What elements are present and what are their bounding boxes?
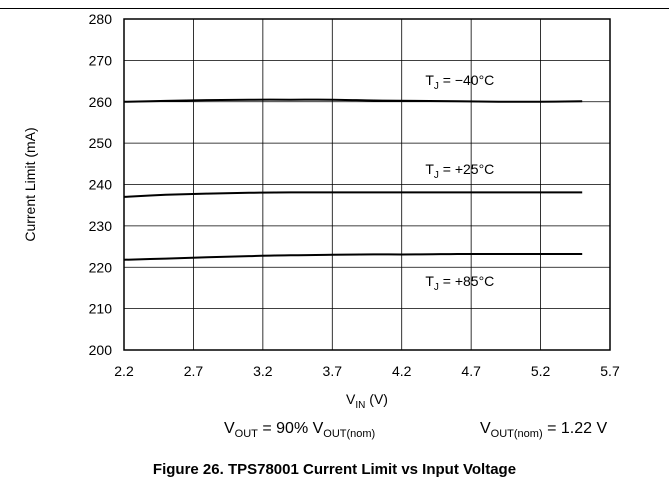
y-tick-label: 240	[89, 177, 113, 193]
x-tick-label: 3.2	[253, 363, 273, 379]
grid	[123, 18, 611, 351]
curve-labels: TJ = −40°C TJ = +25°C TJ = +85°C	[425, 72, 494, 293]
x-tick-labels: 2.2 2.7 3.2 3.7 4.2 4.7 5.2 5.7	[114, 363, 620, 379]
y-tick-label: 200	[89, 342, 113, 358]
x-tick-label: 5.2	[531, 363, 551, 379]
series-line	[123, 98, 583, 103]
y-tick-label: 220	[89, 259, 113, 275]
x-tick-label: 5.7	[600, 363, 620, 379]
x-tick-label: 4.2	[392, 363, 412, 379]
series-line	[123, 191, 583, 198]
current-limit-chart: 2.2 2.7 3.2 3.7 4.2 4.7 5.2 5.7 200 210 220 230 240…	[22, 11, 620, 410]
series-label: TJ = +85°C	[425, 273, 494, 293]
y-tick-labels: 200 210 220 230 240 250 260 270 280	[89, 11, 113, 358]
y-tick-label: 270	[89, 52, 113, 68]
y-tick-label: 280	[89, 11, 113, 27]
x-tick-label: 3.7	[323, 363, 343, 379]
y-tick-label: 250	[89, 135, 113, 151]
y-tick-label: 260	[89, 94, 113, 110]
figure-caption: Figure 26. TPS78001 Current Limit vs Inp…	[152, 461, 517, 478]
x-tick-label: 2.7	[184, 363, 204, 379]
condition-vout: VOUT = 90% VOUT(nom)	[224, 420, 376, 441]
series-label: TJ = +25°C	[425, 161, 494, 181]
y-tick-label: 230	[89, 218, 113, 234]
condition-vout-nom: VOUT(nom) = 1.22 V	[480, 420, 608, 441]
x-tick-label: 2.2	[114, 363, 134, 379]
series-label: TJ = −40°C	[425, 72, 494, 92]
y-axis-title: Current Limit (mA)	[22, 127, 38, 241]
plot-frame	[123, 18, 611, 351]
x-axis-title: VIN (V)	[346, 391, 388, 410]
series-line	[123, 252, 583, 261]
curves	[123, 98, 583, 261]
x-tick-label: 4.7	[461, 363, 481, 379]
top-rule	[0, 8, 669, 9]
y-tick-label: 210	[89, 301, 113, 317]
